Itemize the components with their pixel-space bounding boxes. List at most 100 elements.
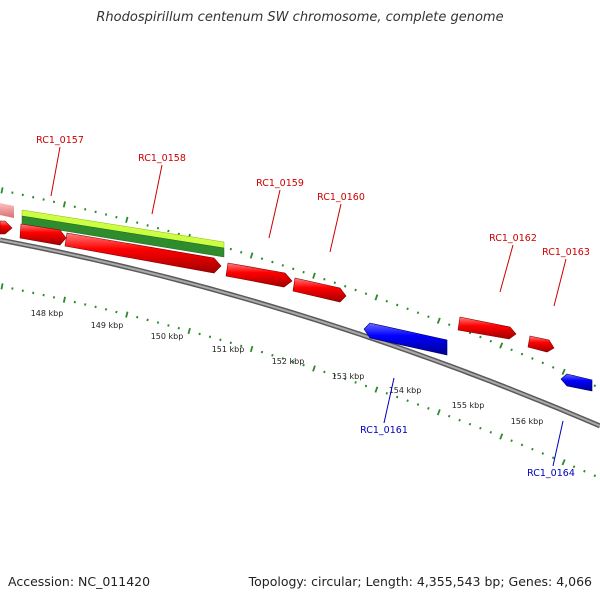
upper-ruler-minor-tick: [593, 384, 597, 388]
lower-ruler-minor-tick: [271, 353, 274, 357]
lower-ruler-major-tick: [125, 311, 129, 318]
lower-ruler-minor-tick: [520, 443, 524, 447]
lower-ruler-minor-tick: [115, 310, 118, 314]
lower-ruler-minor-tick: [551, 456, 555, 460]
ruler-label: 155 kbp: [452, 401, 485, 410]
lower-ruler-minor-tick: [572, 465, 576, 469]
leader-line: [499, 244, 514, 293]
upper-ruler-minor-tick: [343, 284, 347, 288]
upper-ruler-major-tick: [374, 294, 379, 301]
upper-ruler-minor-tick: [292, 267, 295, 271]
map-title: Rhodospirillum centenum SW chromosome, c…: [96, 10, 504, 25]
backbone: [0, 237, 600, 429]
upper-ruler-minor-tick: [479, 335, 482, 339]
lower-ruler-minor-tick: [219, 338, 222, 342]
upper-ruler-minor-tick: [73, 205, 76, 209]
gene-arrow-RC1_0161: [363, 322, 448, 356]
pink-feature: [0, 203, 14, 218]
lower-ruler-minor-tick: [11, 287, 14, 290]
lower-ruler-major-tick: [312, 365, 316, 372]
features: [0, 203, 225, 258]
gene-label: RC1_0160: [317, 192, 365, 203]
upper-ruler-minor-tick: [136, 221, 139, 224]
upper-ruler-minor-tick: [11, 191, 14, 194]
lower-ruler-minor-tick: [468, 422, 472, 426]
gene-label: RC1_0161: [360, 425, 408, 436]
upper-ruler-minor-tick: [260, 257, 264, 261]
lower-ruler-major-tick: [187, 327, 191, 335]
lower-ruler-minor-tick: [167, 324, 170, 327]
ruler-label: 148 kbp: [31, 309, 64, 318]
upper-ruler-major-tick: [312, 272, 316, 279]
upper-ruler-minor-tick: [240, 250, 243, 254]
ruler-label: 154 kbp: [389, 386, 422, 395]
lower-ruler-minor-tick: [489, 430, 493, 434]
lower-ruler-minor-tick: [292, 360, 295, 364]
leader-line: [268, 189, 281, 239]
upper-ruler-minor-tick: [520, 352, 524, 356]
lower-ruler-major-tick: [499, 433, 504, 440]
upper-ruler-minor-tick: [167, 229, 170, 233]
upper-ruler-minor-tick: [42, 198, 45, 201]
upper-ruler-minor-tick: [21, 193, 24, 197]
lower-ruler-minor-tick: [458, 418, 461, 422]
lower-ruler-minor-tick: [94, 305, 97, 309]
upper-ruler-major-tick: [125, 216, 129, 223]
upper-ruler-minor-tick: [84, 208, 87, 211]
lower-ruler-major-tick: [436, 409, 441, 416]
lower-ruler-minor-tick: [73, 300, 76, 304]
lower-ruler-minor-tick: [583, 469, 586, 473]
lower-ruler-minor-tick: [385, 391, 389, 395]
lower-ruler-minor-tick: [240, 344, 243, 348]
lower-ruler-minor-tick: [260, 350, 264, 354]
lower-ruler-minor-tick: [229, 341, 232, 345]
upper-ruler-minor-tick: [52, 200, 56, 204]
lower-ruler-minor-tick: [156, 321, 160, 324]
lower-ruler-minor-tick: [593, 474, 597, 478]
lower-ruler-minor-tick: [136, 315, 139, 319]
genome-info-text: Topology: circular; Length: 4,355,543 bp…: [248, 574, 592, 589]
lower-ruler-minor-tick: [343, 377, 347, 381]
upper-ruler-minor-tick: [354, 288, 357, 292]
upper-ruler-minor-tick: [364, 292, 368, 296]
upper-ruler-minor-tick: [104, 213, 108, 216]
upper-ruler-minor-tick: [406, 307, 409, 311]
lower-ruler-minor-tick: [146, 318, 149, 322]
lower-ruler-minor-tick: [52, 296, 56, 299]
upper-ruler-minor-tick: [115, 215, 118, 219]
upper-ruler-minor-tick: [427, 315, 430, 319]
upper-ruler-minor-tick: [271, 260, 274, 264]
tick-marks: [0, 187, 597, 478]
upper-ruler-major-tick: [0, 187, 4, 194]
upper-ruler-minor-tick: [551, 366, 555, 369]
lower-ruler-major-tick: [62, 296, 66, 303]
upper-ruler-minor-tick: [281, 264, 284, 267]
lower-ruler-minor-tick: [531, 447, 534, 451]
gene-arrow-RC1_0159: [225, 262, 293, 288]
leader-line: [552, 420, 564, 467]
leader-line: [329, 203, 342, 253]
lower-ruler-minor-tick: [42, 293, 45, 297]
lower-ruler-minor-tick: [323, 370, 326, 374]
upper-ruler-major-tick: [561, 368, 566, 376]
lower-ruler-minor-tick: [406, 399, 409, 403]
lower-ruler-major-tick: [561, 459, 566, 466]
leader-line: [383, 377, 395, 424]
lower-ruler-minor-tick: [281, 357, 284, 360]
upper-ruler-major-tick: [62, 201, 66, 208]
lower-ruler-minor-tick: [541, 452, 545, 455]
upper-ruler-minor-tick: [302, 270, 305, 274]
lower-ruler-minor-tick: [104, 308, 108, 311]
lower-ruler-minor-tick: [479, 426, 482, 430]
gene-arrow-RC1_0160: [292, 277, 347, 303]
gene-label: RC1_0157: [36, 135, 84, 146]
upper-ruler-major-tick: [249, 252, 254, 259]
upper-ruler-minor-tick: [323, 277, 326, 281]
gene-arrow-RC1_0158: [64, 232, 222, 274]
gene-arrow-RC1_0163: [527, 335, 555, 353]
upper-ruler-minor-tick: [395, 303, 399, 307]
gene-label: RC1_0158: [138, 153, 186, 164]
leader-line: [50, 146, 61, 197]
upper-ruler-minor-tick: [416, 311, 420, 315]
